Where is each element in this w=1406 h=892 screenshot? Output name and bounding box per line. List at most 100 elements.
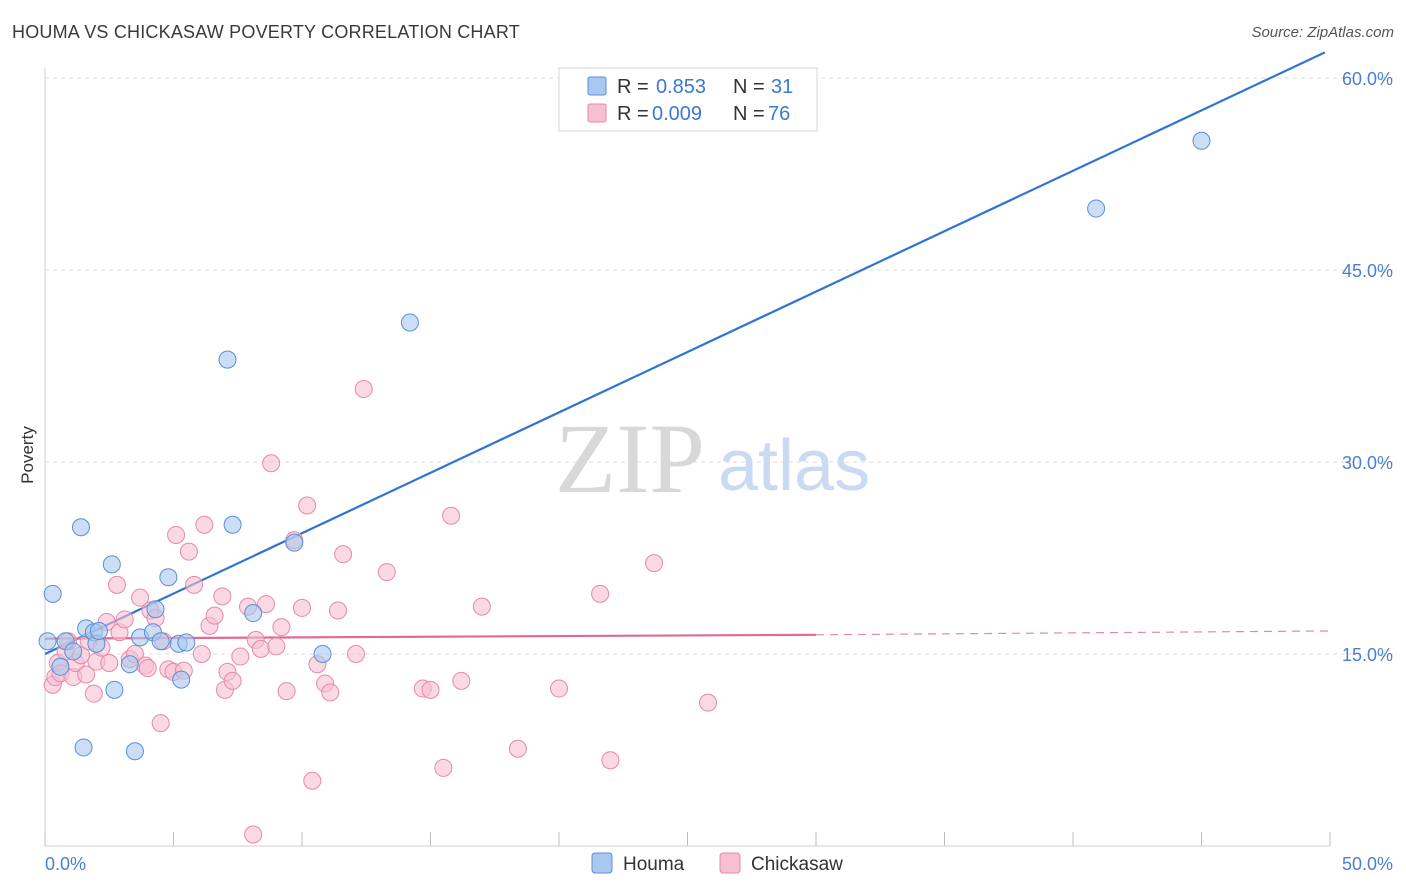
point-chickasaw — [167, 525, 186, 544]
point-chickasaw — [251, 639, 270, 658]
bottom-legend-swatch-chickasaw — [719, 852, 741, 874]
point-chickasaw — [508, 739, 527, 758]
point-houma — [172, 670, 191, 689]
point-chickasaw — [192, 645, 211, 663]
point-houma — [125, 742, 144, 761]
trend-lines — [44, 51, 1331, 655]
point-houma — [51, 657, 70, 676]
legend-swatch-chickasaw — [587, 103, 607, 123]
point-houma — [159, 568, 178, 587]
point-chickasaw — [195, 515, 214, 534]
legend-n-value-houma: 31 — [771, 76, 793, 98]
y-tick-label: 45.0% — [1342, 261, 1393, 281]
point-chickasaw — [231, 647, 250, 666]
point-chickasaw — [84, 684, 103, 703]
point-chickasaw — [138, 659, 157, 678]
point-chickasaw — [645, 554, 664, 573]
y-axis-title: Poverty — [18, 426, 37, 484]
point-houma — [177, 633, 196, 652]
point-chickasaw — [601, 751, 620, 770]
legend-r-label-houma: R = — [617, 76, 649, 98]
bottom-legend-label-houma: Houma — [623, 854, 685, 875]
point-chickasaw — [442, 506, 461, 525]
point-houma — [89, 621, 108, 640]
point-chickasaw — [223, 671, 242, 690]
point-chickasaw — [272, 618, 291, 637]
legend-n-label-houma: N = — [733, 76, 765, 98]
legend-r-value-houma: 0.853 — [656, 76, 706, 98]
point-chickasaw — [421, 680, 440, 699]
point-chickasaw — [321, 683, 340, 702]
point-chickasaw — [115, 610, 134, 629]
axes — [44, 68, 1331, 847]
point-houma — [285, 533, 304, 552]
grid-lines — [45, 77, 1395, 655]
point-chickasaw — [131, 588, 150, 607]
point-chickasaw — [185, 575, 204, 594]
point-houma — [151, 632, 170, 651]
point-chickasaw — [205, 606, 224, 625]
x-tick-label: 50.0% — [1342, 854, 1393, 874]
point-houma — [43, 584, 62, 603]
legend-n-value-chickasaw: 76 — [768, 103, 790, 125]
point-chickasaw — [346, 645, 365, 663]
point-chickasaw — [452, 671, 471, 690]
point-houma — [400, 313, 419, 332]
watermark-zip: ZIP — [555, 403, 705, 514]
point-chickasaw — [472, 597, 491, 616]
point-chickasaw — [298, 496, 317, 515]
legend-r-value-chickasaw: 0.009 — [652, 103, 702, 125]
point-chickasaw — [377, 563, 396, 582]
point-chickasaw — [213, 587, 232, 606]
point-houma — [74, 738, 93, 757]
point-chickasaw — [591, 584, 610, 603]
point-houma — [120, 655, 139, 674]
point-chickasaw — [434, 758, 453, 777]
point-houma — [71, 518, 90, 537]
point-houma — [38, 632, 57, 651]
point-houma — [223, 515, 242, 534]
point-chickasaw — [179, 542, 198, 561]
legend-r-label-chickasaw: R = — [617, 103, 649, 125]
watermark-atlas: atlas — [718, 426, 870, 506]
point-chickasaw — [100, 653, 119, 672]
trend-line-chickasaw-extension — [815, 630, 1331, 636]
bottom-legend: Houma Chickasaw — [591, 852, 843, 875]
point-chickasaw — [244, 825, 263, 844]
point-chickasaw — [699, 693, 718, 712]
bottom-legend-label-chickasaw: Chickasaw — [751, 854, 843, 875]
data-points — [38, 131, 1211, 844]
point-chickasaw — [303, 771, 322, 790]
point-chickasaw — [328, 601, 347, 620]
point-chickasaw — [257, 595, 276, 614]
point-chickasaw — [354, 380, 373, 399]
point-houma — [1192, 131, 1211, 150]
point-houma — [64, 642, 83, 661]
point-chickasaw — [77, 665, 96, 684]
point-houma — [1087, 199, 1106, 218]
y-tick-label: 15.0% — [1342, 645, 1393, 665]
watermark: ZIP atlas — [555, 403, 870, 514]
point-chickasaw — [334, 545, 353, 564]
legend-swatch-houma — [587, 76, 607, 96]
point-chickasaw — [107, 575, 126, 594]
point-houma — [105, 680, 124, 699]
point-chickasaw — [262, 454, 281, 473]
point-chickasaw — [151, 714, 170, 733]
tick-labels: 15.0% 30.0% 45.0% 60.0% 0.0% 50.0% — [45, 69, 1393, 874]
point-houma — [146, 600, 165, 619]
source-credit: Source: ZipAtlas.com — [1251, 24, 1394, 41]
chart-title: HOUMA VS CHICKASAW POVERTY CORRELATION C… — [12, 22, 520, 42]
top-legend: R = 0.853 N = 31 R = 0.009 N = 76 — [558, 67, 818, 132]
trend-line-houma — [44, 51, 1326, 655]
bottom-legend-swatch-houma — [591, 852, 613, 874]
legend-n-label-chickasaw: N = — [733, 103, 765, 125]
point-houma — [313, 645, 332, 663]
x-tick-label: 0.0% — [45, 854, 86, 874]
point-chickasaw — [550, 679, 568, 698]
point-chickasaw — [293, 598, 311, 617]
point-houma — [102, 555, 121, 574]
point-houma — [218, 350, 237, 369]
point-chickasaw — [277, 682, 296, 701]
